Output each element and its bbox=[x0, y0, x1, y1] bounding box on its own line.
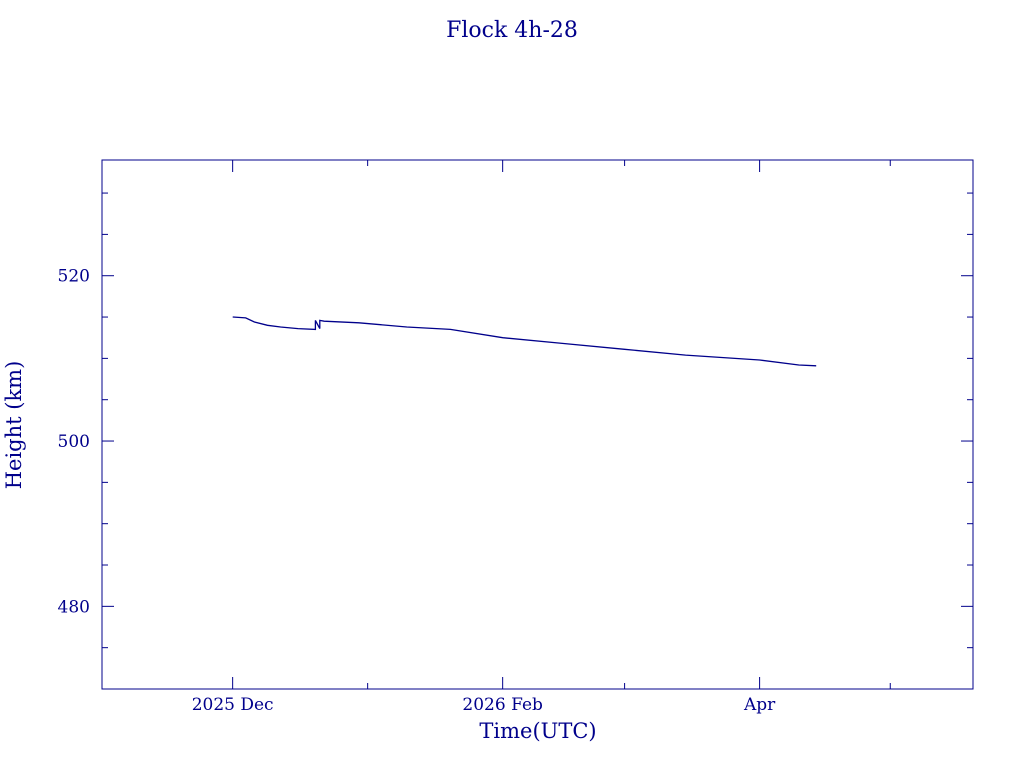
y-axis-title: Height (km) bbox=[2, 361, 26, 490]
x-tick-label: 2025 Dec bbox=[192, 695, 274, 715]
x-tick-label: Apr bbox=[743, 695, 776, 715]
series-layer bbox=[232, 316, 817, 367]
chart-title: Flock 4h-28 bbox=[446, 18, 578, 43]
height-series-line bbox=[232, 316, 817, 367]
y-tick-label: 500 bbox=[58, 432, 90, 452]
y-tick-label: 520 bbox=[58, 267, 90, 287]
plot-frame bbox=[101, 159, 974, 690]
x-axis-title: Time(UTC) bbox=[479, 719, 596, 743]
x-axis-ticks: 2025 Dec 2026 Feb Apr bbox=[192, 160, 891, 715]
y-tick-label: 480 bbox=[58, 597, 90, 617]
y-axis-ticks: 480 500 520 bbox=[58, 192, 973, 690]
x-tick-label: 2026 Feb bbox=[462, 695, 543, 715]
